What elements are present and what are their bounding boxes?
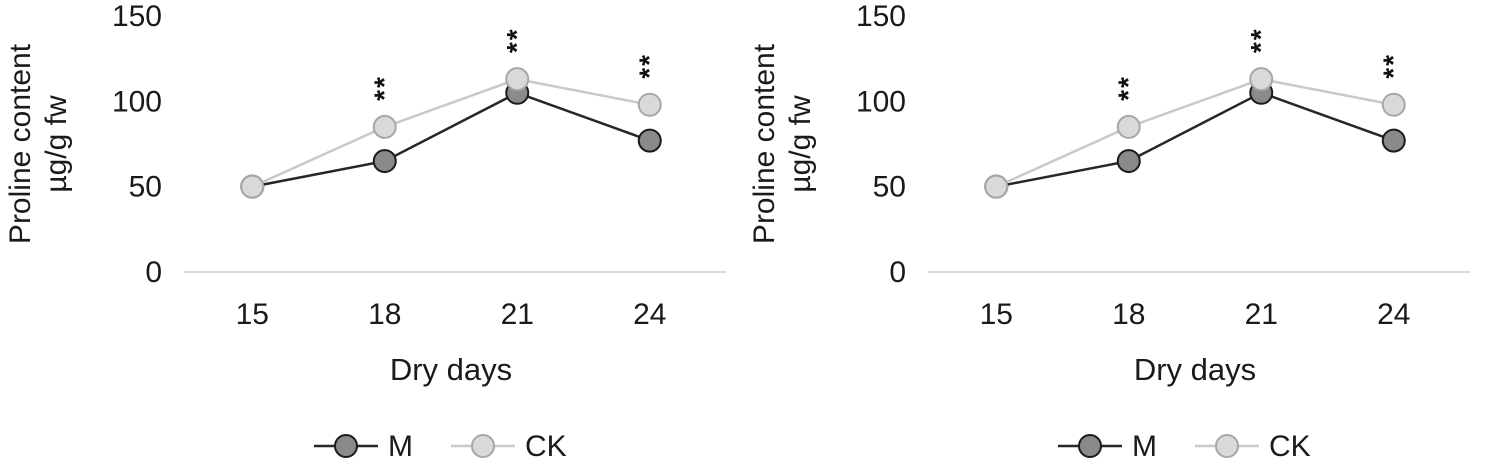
y-axis-title-line1: Proline content xyxy=(748,43,781,244)
marker-M-18 xyxy=(1116,149,1141,174)
y-tick-label: 0 xyxy=(889,256,906,289)
x-tick-label: 15 xyxy=(980,298,1013,331)
marker-CK-21 xyxy=(505,67,530,92)
x-tick-label: 21 xyxy=(501,298,534,331)
marker-CK-18 xyxy=(372,114,397,139)
chart-left: 0 50 100 150 Proline content µg/g fw 15 18 21 24 D… xyxy=(0,0,744,476)
y-tick-label: 50 xyxy=(129,171,162,204)
legend-label-M: M xyxy=(1132,430,1157,463)
y-tick-label: 100 xyxy=(112,85,162,118)
legend-marker-CK xyxy=(1215,434,1239,458)
x-tick-label: 18 xyxy=(368,298,401,331)
chart-right: 0 50 100 150 Proline content µg/g fw 15 18 21 24 D… xyxy=(744,0,1488,476)
marker-CK-21 xyxy=(1249,67,1274,92)
legend-label-M: M xyxy=(388,430,413,463)
significance-asterisks: ** xyxy=(369,75,400,101)
significance-asterisks: ** xyxy=(1113,75,1144,101)
marker-CK-15 xyxy=(984,174,1009,199)
marker-CK-15 xyxy=(240,174,265,199)
marker-M-18 xyxy=(372,149,397,174)
y-tick-label: 50 xyxy=(873,171,906,204)
x-tick-label: 21 xyxy=(1245,298,1278,331)
x-tick-label: 24 xyxy=(633,298,666,331)
marker-CK-18 xyxy=(1116,114,1141,139)
legend-label-CK: CK xyxy=(1269,430,1311,463)
chart-left-svg: 0 50 100 150 Proline content µg/g fw 15 18 21 24 D… xyxy=(4,0,726,463)
significance-asterisks: ** xyxy=(1245,27,1276,53)
y-axis-title-line1: Proline content xyxy=(4,43,37,244)
x-axis-title: Dry days xyxy=(390,352,512,387)
marker-CK-24 xyxy=(1381,92,1406,117)
series-line-M xyxy=(996,91,1395,188)
series-line-CK xyxy=(995,77,1394,188)
significance-asterisks: ** xyxy=(501,27,532,53)
marker-CK-24 xyxy=(637,92,662,117)
x-tick-label: 24 xyxy=(1377,298,1410,331)
x-tick-label: 18 xyxy=(1112,298,1145,331)
x-axis-title: Dry days xyxy=(1134,352,1256,387)
y-axis-title-line2: µg/g fw xyxy=(40,95,73,193)
significance-asterisks: ** xyxy=(634,53,665,79)
x-tick-label: 15 xyxy=(236,298,269,331)
series-line-CK xyxy=(251,77,650,188)
significance-asterisks: ** xyxy=(1378,53,1409,79)
legend-label-CK: CK xyxy=(525,430,567,463)
chart-right-svg: 0 50 100 150 Proline content µg/g fw 15 18 21 24 D… xyxy=(748,0,1470,463)
y-tick-label: 150 xyxy=(856,0,906,33)
legend-marker-M xyxy=(1078,434,1102,458)
marker-M-24 xyxy=(1381,128,1406,153)
y-tick-label: 0 xyxy=(145,256,162,289)
legend-marker-CK xyxy=(471,434,495,458)
series-line-M xyxy=(252,91,651,188)
y-axis-title-line2: µg/g fw xyxy=(784,95,817,193)
y-tick-label: 150 xyxy=(112,0,162,33)
legend-marker-M xyxy=(334,434,358,458)
marker-M-24 xyxy=(637,128,662,153)
y-tick-label: 100 xyxy=(856,85,906,118)
